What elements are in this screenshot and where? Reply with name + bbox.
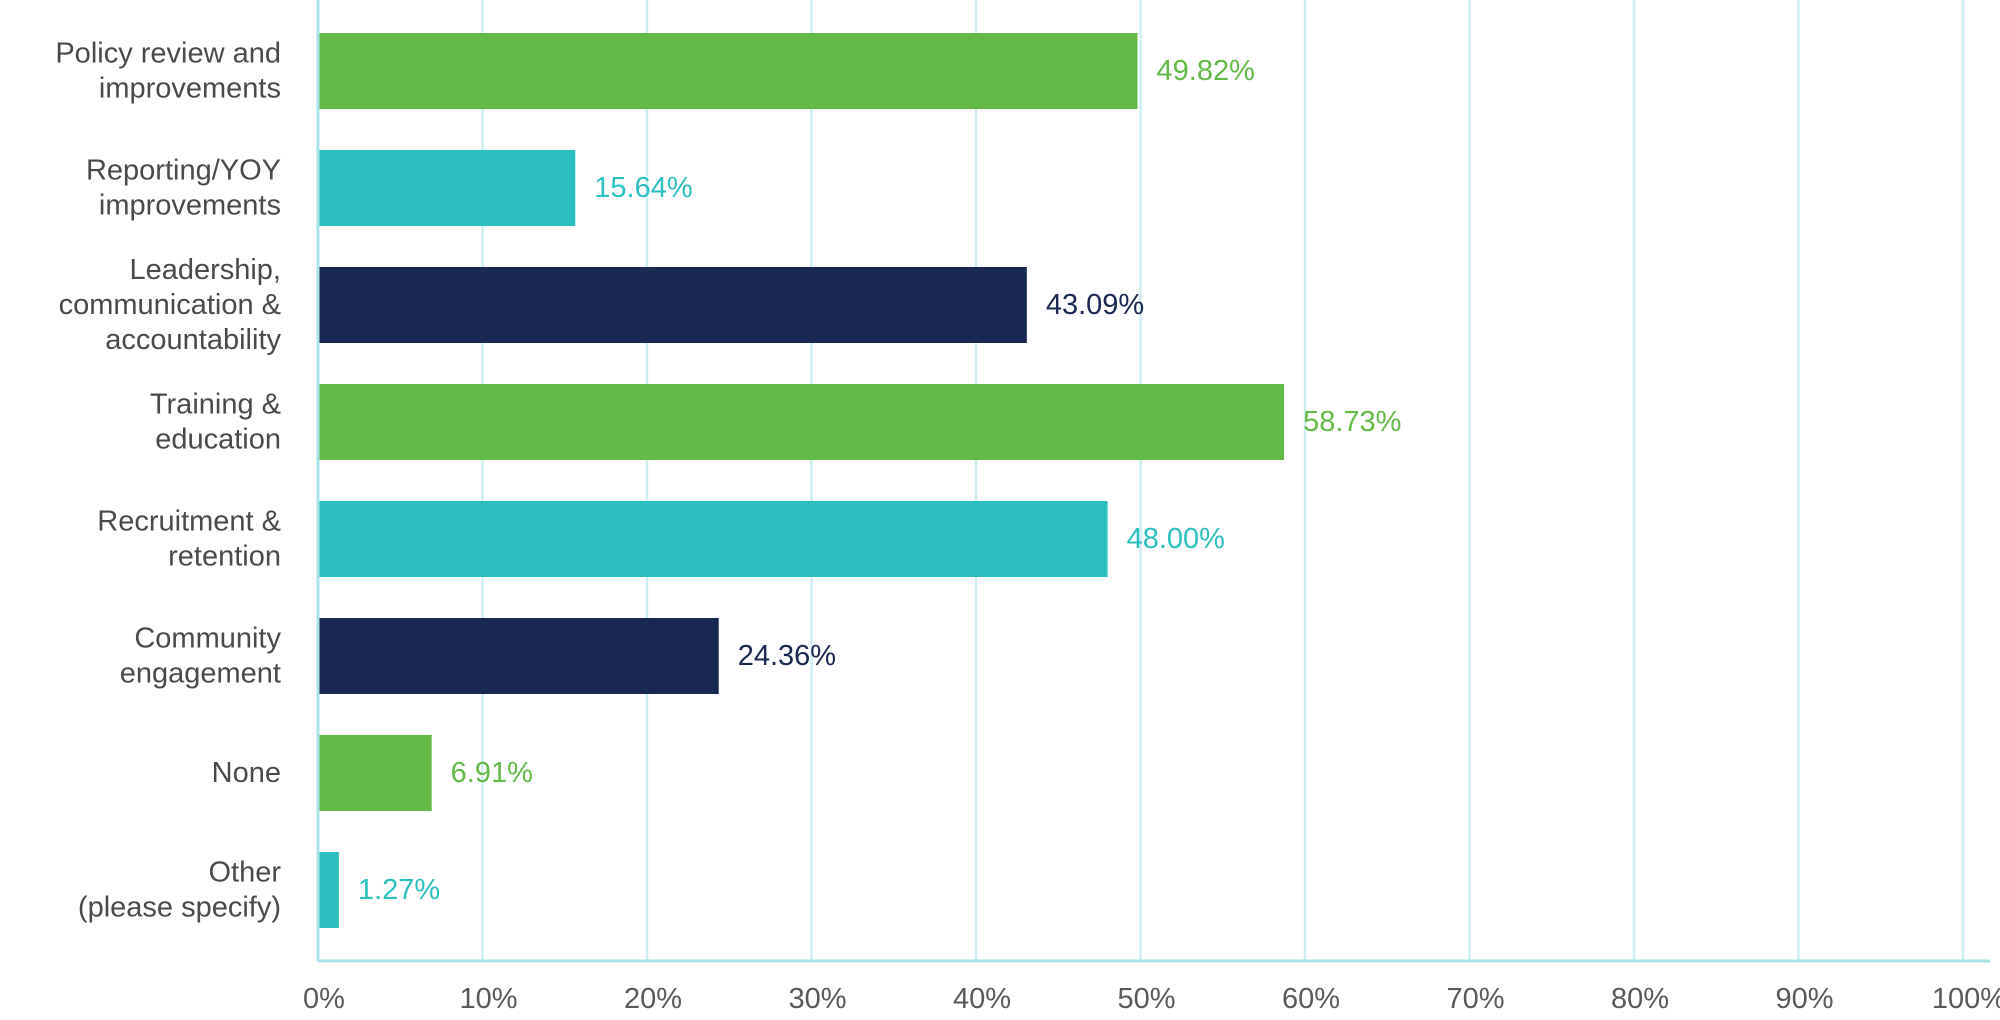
category-label-7: Other (please specify) [78, 857, 281, 924]
gridlines [481, 0, 1965, 961]
labels: 49.82% Policy review and improvements 15.64… [55, 38, 2000, 1016]
x-tick-label-10: 10% [459, 983, 517, 1015]
bar-4 [318, 501, 1108, 577]
bar-6 [318, 735, 432, 811]
category-label-3: Training & education [150, 389, 281, 456]
x-tick-label-40: 40% [953, 983, 1011, 1015]
x-tick-label-60: 60% [1282, 983, 1340, 1015]
bar-3 [318, 384, 1285, 460]
category-label-5: Community engagement [120, 623, 282, 690]
value-label-7: 1.27% [358, 874, 440, 906]
value-label-4: 48.00% [1127, 523, 1225, 555]
bar-2 [318, 267, 1027, 343]
bar-7 [318, 852, 339, 928]
bars [318, 33, 1285, 928]
value-label-6: 6.91% [451, 757, 533, 789]
category-label-1: Reporting/YOY improvements [86, 155, 281, 222]
category-label-0: Policy review and improvements [55, 38, 281, 105]
value-label-5: 24.36% [738, 640, 836, 672]
value-label-3: 58.73% [1303, 406, 1401, 438]
x-tick-label-30: 30% [788, 983, 846, 1015]
x-tick-label-90: 90% [1775, 983, 1833, 1015]
category-label-6: None [212, 757, 281, 789]
bar-1 [318, 150, 576, 226]
value-label-2: 43.09% [1046, 289, 1144, 321]
value-label-1: 15.64% [594, 172, 692, 204]
bar-5 [318, 618, 719, 694]
bar-0 [318, 33, 1138, 109]
axes [316, 0, 1990, 963]
value-label-0: 49.82% [1157, 55, 1255, 87]
x-tick-label-80: 80% [1611, 983, 1669, 1015]
category-label-4: Recruitment & retention [97, 506, 281, 573]
category-label-2: Leadership, communication & accountability [59, 254, 282, 356]
x-tick-label-70: 70% [1446, 983, 1504, 1015]
x-tick-label-20: 20% [624, 983, 682, 1015]
x-tick-label-50: 50% [1117, 983, 1175, 1015]
x-tick-label-0: 0% [303, 983, 345, 1015]
x-tick-label-100: 100% [1932, 983, 2000, 1015]
